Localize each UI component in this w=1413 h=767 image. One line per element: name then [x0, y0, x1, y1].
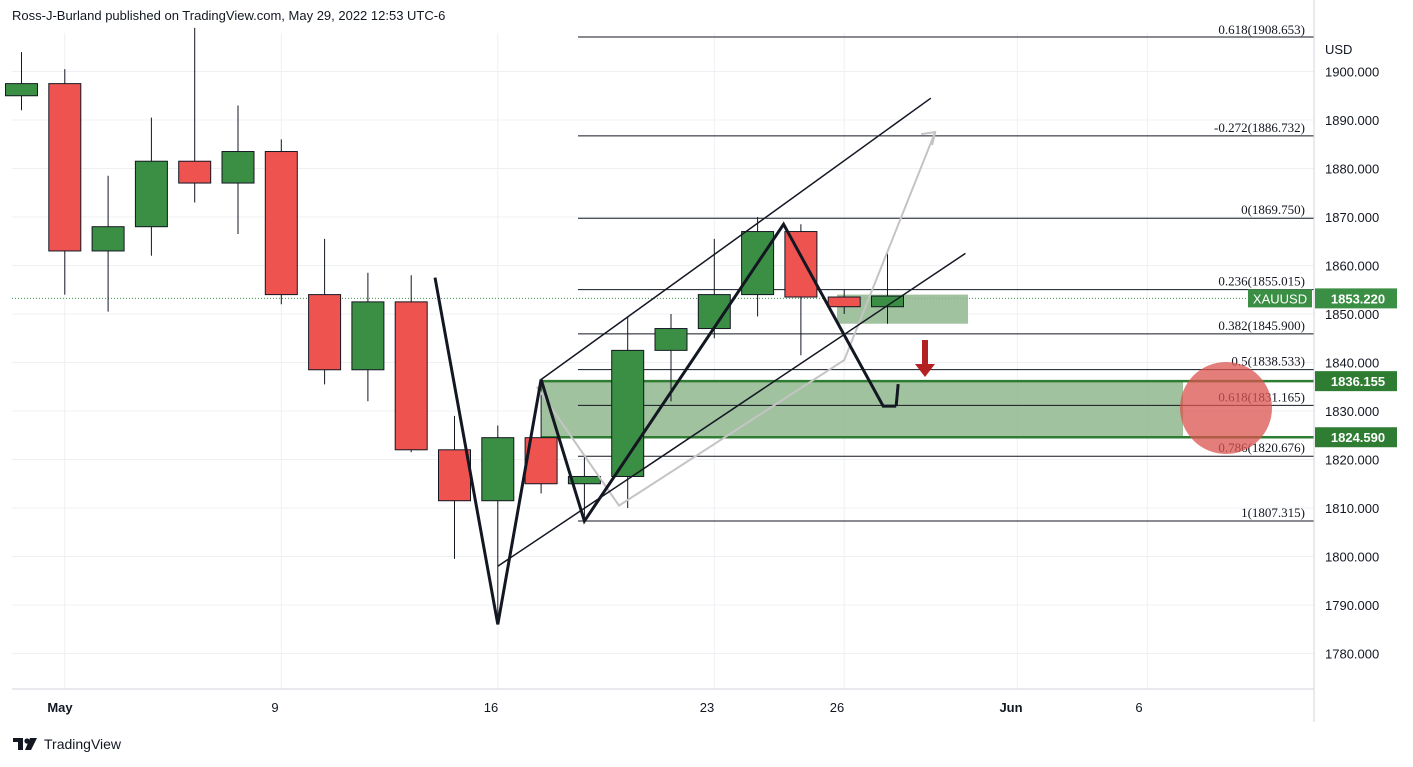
x-tick-label: 26: [830, 700, 844, 715]
candle-body: [264, 151, 298, 296]
x-tick-label: May: [47, 700, 73, 715]
down-arrow-head: [915, 364, 935, 378]
grey-arrowhead: [920, 130, 937, 146]
x-tick-label: Jun: [999, 700, 1022, 715]
currency-label: USD: [1325, 42, 1352, 57]
candle-body: [438, 449, 471, 502]
symbol-tag: [1248, 289, 1312, 308]
fib-label: 0(1869.750): [1241, 202, 1305, 217]
price-tag: [1315, 371, 1397, 392]
y-tick-label: 1810.000: [1325, 501, 1379, 516]
x-tick-label: 6: [1135, 700, 1142, 715]
candle-body: [221, 151, 255, 184]
x-tick-label: 16: [484, 700, 498, 715]
candle-body: [784, 231, 818, 298]
candle-body: [871, 295, 904, 308]
candle-body: [308, 294, 342, 371]
price-tag-label: 1836.155: [1331, 374, 1385, 389]
y-tick-label: 1790.000: [1325, 598, 1379, 613]
tradingview-logo-icon: [13, 738, 37, 750]
y-tick-label: 1870.000: [1325, 210, 1379, 225]
candle-body: [827, 296, 861, 308]
channel-upper-line: [540, 97, 932, 381]
price-tag: [1315, 427, 1397, 448]
fib-label: -0.272(1886.732): [1214, 120, 1305, 135]
price-tag: [1315, 288, 1397, 309]
y-tick-label: 1850.000: [1325, 307, 1379, 322]
y-tick-label: 1890.000: [1325, 113, 1379, 128]
target-circle: [1180, 362, 1272, 454]
x-tick-label: 23: [700, 700, 714, 715]
fib-label: 0.382(1845.900): [1218, 318, 1305, 333]
projection-path-grey: [535, 131, 937, 507]
y-tick-label: 1820.000: [1325, 453, 1379, 468]
down-arrow-shaft: [922, 340, 928, 366]
candle-body: [524, 437, 558, 485]
candle-body: [481, 437, 515, 502]
tradingview-footer: TradingView: [12, 736, 121, 752]
x-tick-label: 9: [271, 700, 278, 715]
fib-label-top: 0.618(1908.653): [1218, 22, 1305, 37]
price-tag-label: 1853.220: [1331, 291, 1385, 306]
drawings-layer: [433, 97, 1272, 625]
symbol-tag-label: XAUUSD: [1253, 291, 1307, 306]
y-tick-label: 1860.000: [1325, 259, 1379, 274]
y-tick-label: 1900.000: [1325, 65, 1379, 80]
candle-body: [654, 328, 688, 351]
fib-label: 0.5(1838.533): [1231, 354, 1305, 369]
fib-label: 0.236(1855.015): [1218, 274, 1305, 289]
y-tick-label: 1780.000: [1325, 647, 1379, 662]
channel-lower-line: [497, 252, 966, 567]
candle-body: [394, 301, 428, 451]
fib-label: 1(1807.315): [1241, 505, 1305, 520]
wave-path-black: [433, 221, 897, 625]
candle-body: [91, 226, 125, 252]
candle-body: [48, 83, 82, 252]
candles-layer: [5, 27, 904, 625]
wave-tail: [894, 384, 900, 407]
price-tag-label: 1824.590: [1331, 430, 1385, 445]
candle-body: [351, 301, 385, 371]
y-tick-label: 1880.000: [1325, 162, 1379, 177]
y-tick-label: 1800.000: [1325, 550, 1379, 565]
candle-body: [178, 160, 212, 184]
y-tick-label: 1830.000: [1325, 404, 1379, 419]
y-tick-label: 1840.000: [1325, 356, 1379, 371]
chart-grid: [12, 33, 1314, 689]
publisher-info: Ross-J-Burland published on TradingView.…: [12, 8, 446, 23]
candle-body: [5, 83, 38, 97]
brand-text: TradingView: [44, 736, 122, 752]
time-axis: May 9 16 23 26 Jun 6: [12, 688, 1314, 715]
price-axis: USD 1780.000 1790.000 1800.000 1810.000 1820.…: [1248, 0, 1397, 722]
candle-body: [134, 160, 168, 228]
